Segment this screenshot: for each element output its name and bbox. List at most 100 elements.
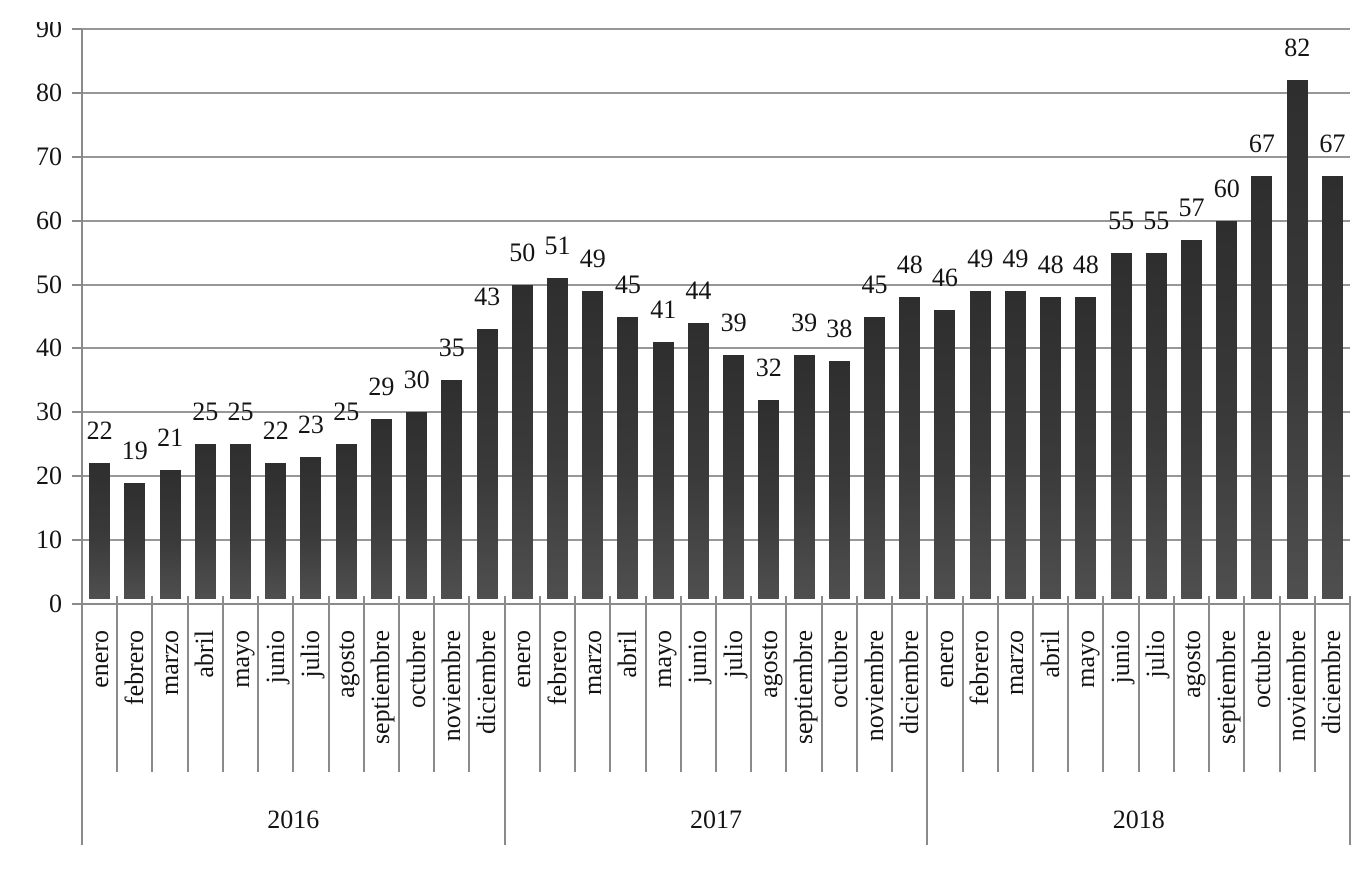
y-axis-tick <box>72 411 82 414</box>
bar <box>441 380 463 599</box>
month-label: agosto <box>753 630 783 698</box>
month-label: abril <box>612 630 642 678</box>
month-label: julio <box>1141 630 1171 678</box>
bar <box>1040 297 1062 599</box>
bar <box>969 290 991 599</box>
bar-value-label: 49 <box>579 243 606 273</box>
y-axis-tick-label: 10 <box>36 525 62 555</box>
month-label: julio <box>718 630 748 678</box>
bar <box>723 354 745 599</box>
month-label: octubre <box>824 630 854 708</box>
y-axis-tick-label: 40 <box>36 333 62 363</box>
bar-value-label: 67 <box>1319 128 1346 158</box>
month-label: noviembre <box>859 630 889 742</box>
bar <box>265 463 287 599</box>
y-axis-tick <box>72 475 82 478</box>
bar <box>511 284 533 599</box>
y-axis-tick-label: 60 <box>36 205 62 235</box>
y-axis-tick <box>72 539 82 542</box>
month-label: junio <box>683 630 713 684</box>
bar <box>1286 80 1308 599</box>
month-separator-tick <box>151 596 154 772</box>
month-label: septiembre <box>1211 630 1241 745</box>
y-axis-tick <box>72 91 82 94</box>
bar <box>1321 175 1343 599</box>
month-label: junio <box>1106 630 1136 684</box>
month-label: agosto <box>1176 630 1206 698</box>
bar-value-label: 25 <box>227 397 254 427</box>
bar-value-label: 38 <box>826 314 853 344</box>
bar-value-label: 50 <box>509 237 536 267</box>
month-label: mayo <box>1070 630 1100 688</box>
month-label: octubre <box>401 630 431 708</box>
gridline <box>82 219 1350 222</box>
month-label: mayo <box>648 630 678 688</box>
month-label: diciembre <box>894 630 924 734</box>
y-axis-tick <box>72 603 82 605</box>
gridline <box>82 347 1350 350</box>
month-separator-tick <box>679 596 682 772</box>
month-separator-tick <box>468 596 471 772</box>
month-label: abril <box>190 630 220 678</box>
month-label: enero <box>84 630 114 688</box>
bar <box>230 444 251 599</box>
year-separator-tick <box>81 596 83 845</box>
bar-value-label: 39 <box>791 307 818 337</box>
bar-value-label: 44 <box>685 275 712 305</box>
month-separator-tick <box>221 596 224 772</box>
bar-value-label: 35 <box>438 333 465 363</box>
month-separator-tick <box>433 596 436 772</box>
bar <box>300 457 322 599</box>
month-separator-tick <box>1137 596 1140 772</box>
month-label: julio <box>295 630 325 678</box>
y-axis-tick-label: 80 <box>36 77 62 107</box>
month-label: noviembre <box>436 630 466 742</box>
month-label: febrero <box>542 630 572 706</box>
year-label: 2017 <box>690 805 742 834</box>
bar <box>617 316 639 599</box>
month-separator-tick <box>820 596 823 772</box>
bar-value-label: 30 <box>403 365 430 395</box>
bar-value-label: 45 <box>861 269 888 299</box>
month-label: diciembre <box>1317 630 1347 734</box>
gridline <box>82 91 1350 94</box>
bar <box>864 316 885 599</box>
gridline <box>82 155 1350 158</box>
month-separator-tick <box>855 596 858 772</box>
bar-value-label: 41 <box>650 295 677 325</box>
month-separator-tick <box>1208 596 1211 772</box>
month-separator-tick <box>257 596 260 772</box>
bar-value-label: 29 <box>368 371 395 401</box>
bar <box>899 297 921 599</box>
bar <box>476 329 498 599</box>
bar-value-label: 55 <box>1143 205 1170 235</box>
bar-value-label: 22 <box>86 416 113 446</box>
y-axis-tick <box>72 219 82 222</box>
bar-value-label: 25 <box>333 397 360 427</box>
month-separator-tick <box>1067 596 1070 772</box>
y-axis-tick-label: 50 <box>36 269 62 299</box>
month-separator-tick <box>1102 596 1105 772</box>
month-label: noviembre <box>1282 630 1312 742</box>
bar <box>1251 175 1273 599</box>
y-axis-tick <box>72 28 82 30</box>
month-separator-tick <box>1032 596 1034 772</box>
year-separator-tick <box>926 596 929 845</box>
bar-value-label: 57 <box>1178 192 1205 222</box>
gridline <box>82 283 1350 286</box>
bar <box>1181 239 1202 599</box>
month-separator-tick <box>1278 596 1281 772</box>
top-crop-artifact <box>4 0 70 22</box>
bar <box>934 310 956 599</box>
month-separator-tick <box>785 596 788 772</box>
bar <box>406 412 428 599</box>
month-label: marzo <box>155 630 185 695</box>
bar-value-label: 55 <box>1108 205 1135 235</box>
month-separator-tick <box>327 596 330 772</box>
month-separator-tick <box>750 596 753 772</box>
month-separator-tick <box>1313 596 1316 772</box>
month-label: mayo <box>225 630 255 688</box>
bar-value-label: 46 <box>931 263 958 293</box>
bar-value-label: 21 <box>157 422 184 452</box>
